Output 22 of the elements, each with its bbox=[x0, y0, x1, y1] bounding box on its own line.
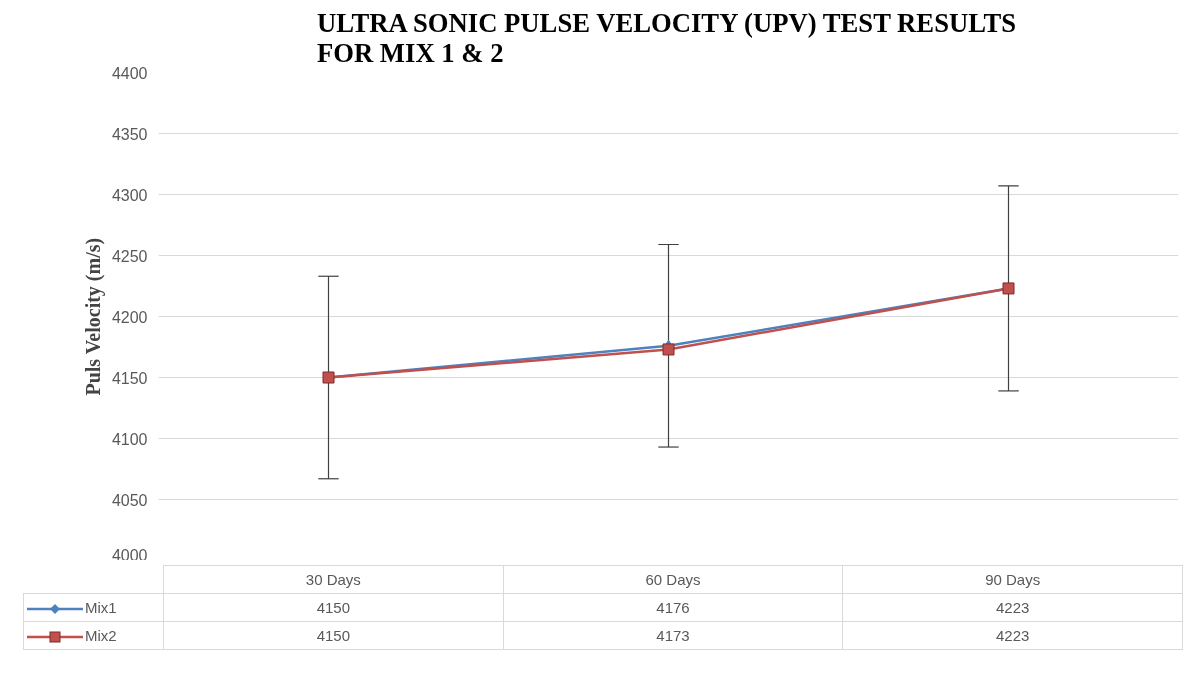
data-label: 4173 bbox=[503, 621, 843, 650]
data-label: 4223 bbox=[842, 593, 1183, 622]
y-tick-label: 4050 bbox=[111, 491, 148, 509]
data-label: 4176 bbox=[503, 593, 843, 622]
y-tick-label: 4400 bbox=[111, 64, 148, 82]
y-tick-label: 4300 bbox=[111, 186, 148, 204]
legend-label: Mix2 bbox=[23, 621, 164, 650]
data-label: 4150 bbox=[163, 593, 504, 622]
y-tick-label: 4350 bbox=[111, 125, 148, 143]
chart-title: ULTRA SONIC PULSE VELOCITY (UPV) TEST RESULTS FOR MIX 1 & 2 bbox=[316, 7, 1017, 68]
y-axis-title: Puls Velocity (m/s) bbox=[81, 237, 105, 396]
y-tick-label: 4250 bbox=[111, 247, 148, 265]
y-tick-label: 4150 bbox=[111, 369, 148, 387]
y-tick-label: 4100 bbox=[111, 430, 148, 448]
y-tick-label: 4000 bbox=[111, 546, 148, 564]
legend-label: Mix1 bbox=[23, 593, 164, 622]
data-label: 4223 bbox=[842, 621, 1183, 650]
y-tick-label: 4200 bbox=[111, 308, 148, 326]
x-tick-label: 60 Days bbox=[503, 565, 843, 594]
data-label: 4150 bbox=[163, 621, 504, 650]
x-tick-label: 90 Days bbox=[842, 565, 1183, 594]
x-tick-label: 30 Days bbox=[163, 565, 504, 594]
